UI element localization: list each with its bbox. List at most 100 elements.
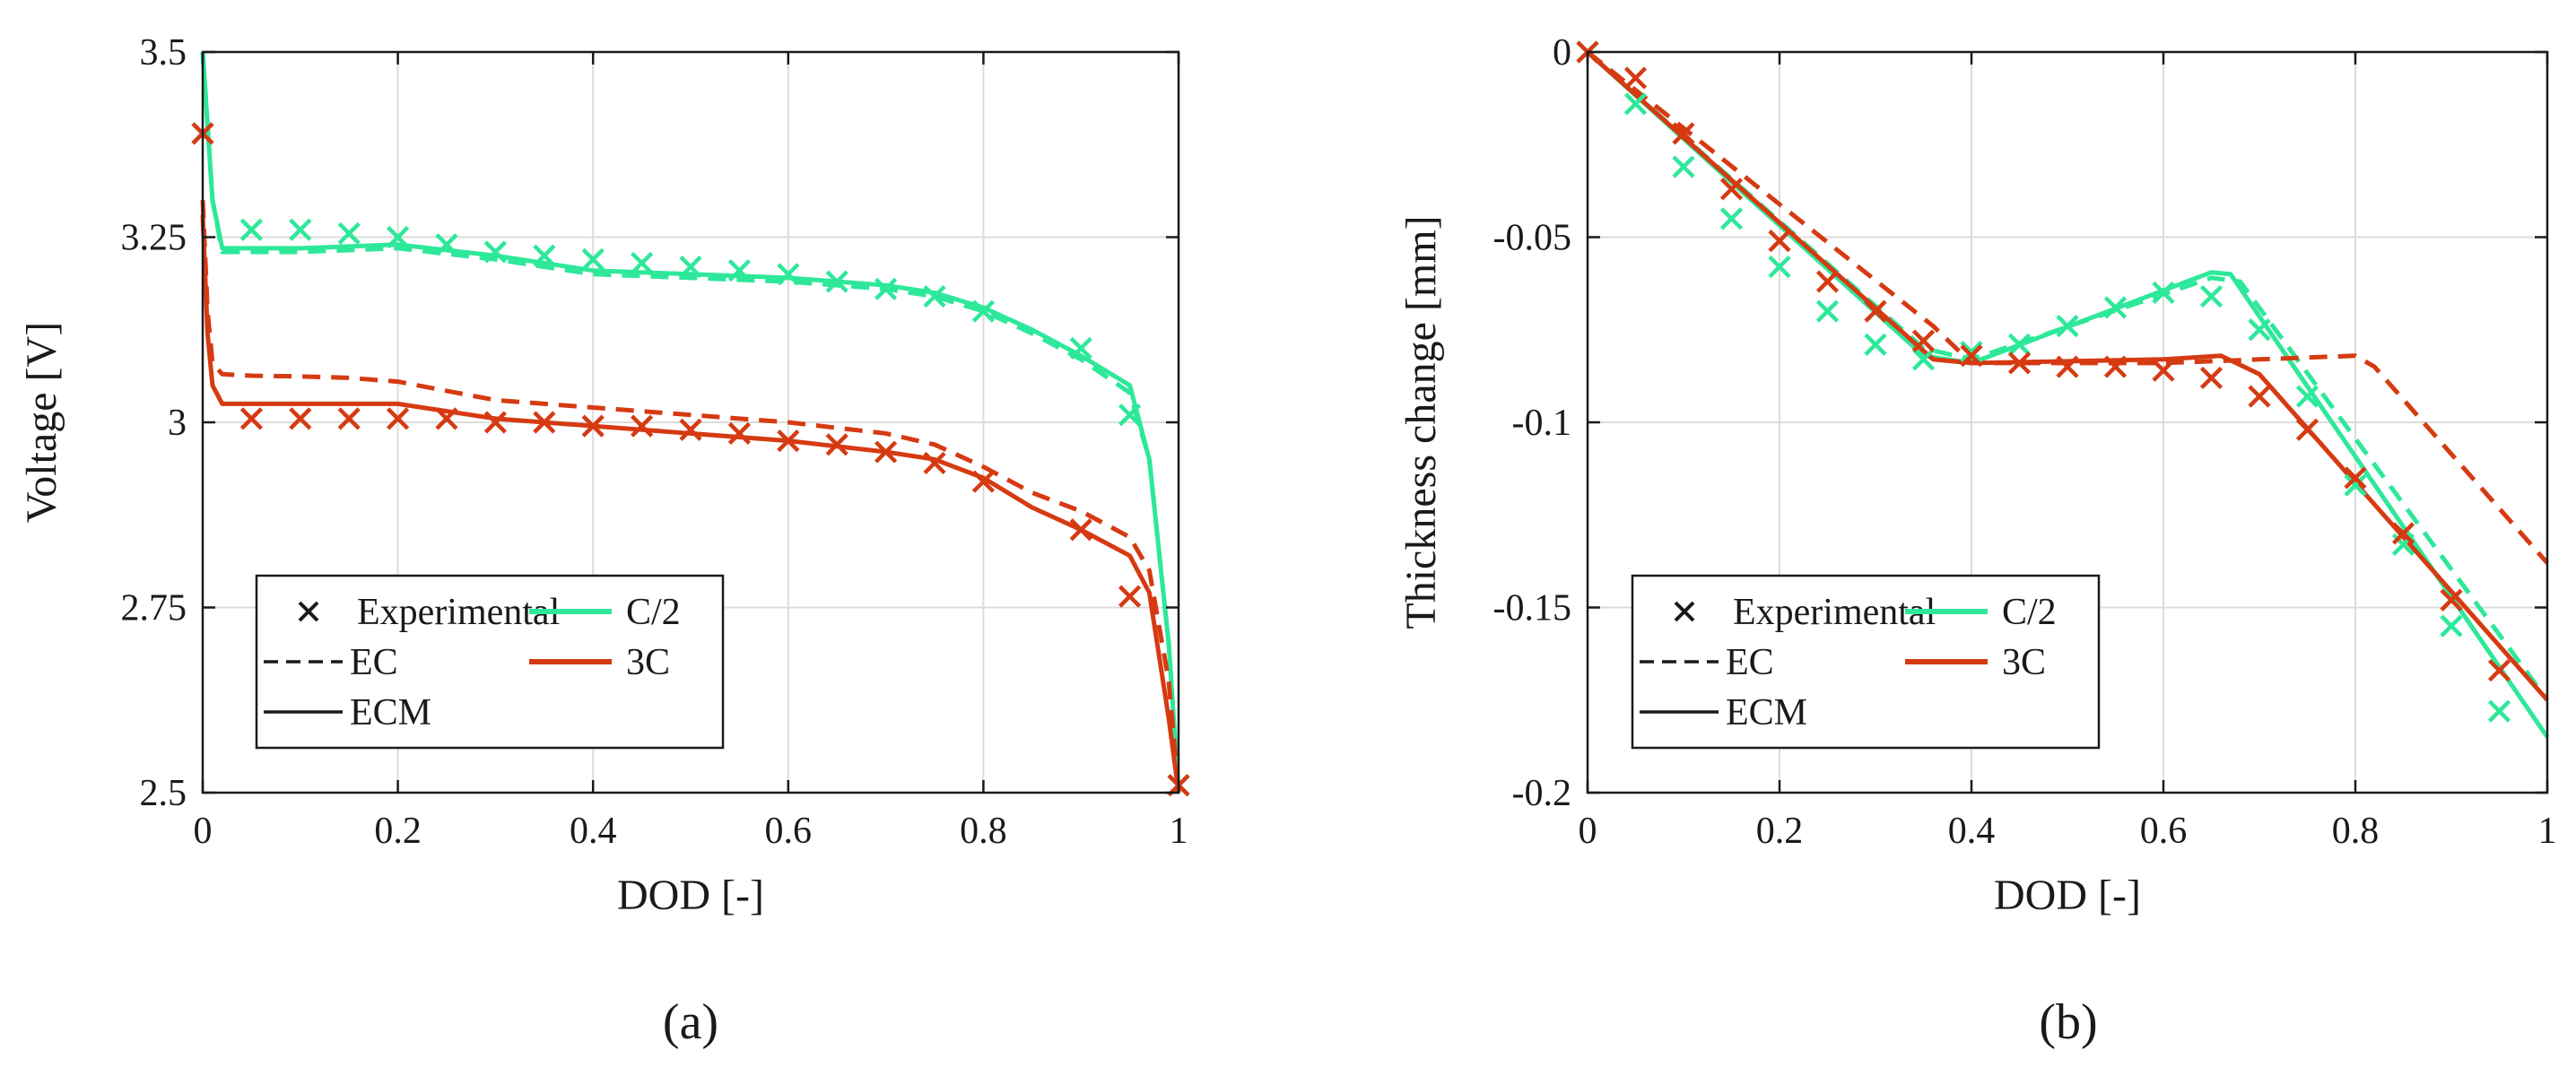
data-point-c2 bbox=[2440, 614, 2463, 638]
data-point-c2 bbox=[2248, 318, 2271, 342]
legend: Experimental EC ECM C/2 3C bbox=[255, 574, 725, 750]
data-point-c2 bbox=[2295, 385, 2319, 408]
data-point-c2 bbox=[923, 284, 946, 308]
data-point-c3 bbox=[923, 451, 946, 475]
data-point-c2 bbox=[679, 255, 702, 279]
data-point-c3 bbox=[875, 440, 898, 464]
y-tick-label: 3 bbox=[168, 403, 187, 444]
data-point-c3 bbox=[777, 430, 800, 453]
data-point-c3 bbox=[1719, 178, 1744, 201]
data-point-c2 bbox=[387, 225, 410, 249]
x-tick-label: 1 bbox=[2538, 811, 2557, 852]
data-point-c3 bbox=[727, 421, 751, 445]
series-line-c3-ecm bbox=[200, 214, 1181, 794]
data-point-c2 bbox=[581, 247, 605, 271]
x-axis-label: DOD [-] bbox=[617, 872, 764, 919]
data-point-c2 bbox=[435, 233, 458, 256]
data-point-c2 bbox=[239, 218, 263, 241]
data-point-c3 bbox=[825, 433, 849, 456]
data-point-c3 bbox=[2295, 418, 2319, 441]
legend-label-ec: EC bbox=[350, 642, 398, 683]
legend-label-experimental: Experimental bbox=[357, 592, 560, 633]
x-tick-label: 0.4 bbox=[570, 811, 617, 852]
data-point-c3 bbox=[2152, 359, 2175, 382]
data-point-c3 bbox=[2199, 366, 2224, 390]
data-point-c2 bbox=[1623, 92, 1648, 116]
y-axis-label: Thickness change [mm] bbox=[1397, 215, 1445, 629]
x-tick-label: 0.4 bbox=[1948, 811, 1996, 852]
x-tick-label: 0 bbox=[1579, 811, 1597, 852]
data-point-c3 bbox=[483, 411, 507, 434]
data-point-c2 bbox=[2056, 315, 2079, 338]
chart-panel-a: 0 0.2 0.4 0.6 0.8 1 2.5 2.75 3 3.25 3.5 DOD [-] Volt… bbox=[18, 32, 1190, 1050]
legend-marker-experimental bbox=[298, 601, 319, 622]
y-tick-label: -0.2 bbox=[1512, 773, 1572, 814]
data-point-c2 bbox=[1864, 333, 1887, 356]
data-point-c3 bbox=[289, 407, 312, 430]
x-tick-label: 0.8 bbox=[960, 811, 1007, 852]
data-point-c2 bbox=[1672, 155, 1695, 178]
data-point-c3 bbox=[971, 470, 995, 493]
series-line-c3-ec bbox=[200, 200, 1181, 794]
data-point-c3 bbox=[1623, 66, 1648, 90]
legend-marker-experimental bbox=[1674, 601, 1695, 622]
data-point-c2 bbox=[533, 244, 556, 267]
data-point-c2 bbox=[727, 259, 751, 282]
legend-label-c2: C/2 bbox=[626, 592, 681, 633]
data-point-c3 bbox=[2391, 522, 2415, 545]
series-line-c3-ecm bbox=[1586, 50, 2549, 702]
data-point-c2 bbox=[2152, 281, 2175, 305]
y-tick-label: -0.15 bbox=[1493, 588, 1572, 629]
x-tick-label: 0.2 bbox=[374, 811, 422, 852]
y-axis-label: Voltage [V] bbox=[18, 322, 65, 523]
x-tick-label: 0.8 bbox=[2332, 811, 2380, 852]
data-point-c2 bbox=[1911, 348, 1936, 371]
data-point-c3 bbox=[1864, 299, 1887, 323]
legend-label-c2: C/2 bbox=[2002, 592, 2057, 633]
x-tick-label: 0.6 bbox=[765, 811, 813, 852]
legend-label-ecm: ECM bbox=[350, 692, 431, 733]
data-point-c2 bbox=[631, 251, 654, 275]
data-point-c3 bbox=[581, 414, 605, 438]
x-tick-label: 0.6 bbox=[2140, 811, 2188, 852]
data-point-c2 bbox=[2487, 699, 2511, 723]
data-point-c2 bbox=[1960, 340, 1983, 364]
data-point-c2 bbox=[1719, 207, 1744, 230]
panel-label: (b) bbox=[2039, 994, 2097, 1050]
y-tick-label: 2.75 bbox=[121, 588, 187, 629]
data-point-c3 bbox=[631, 414, 654, 438]
data-point-c3 bbox=[2103, 355, 2128, 378]
y-tick-label: 3.25 bbox=[121, 218, 187, 259]
data-point-c3 bbox=[1069, 518, 1092, 542]
data-point-c3 bbox=[2440, 588, 2463, 612]
y-tick-label: 3.5 bbox=[140, 32, 187, 74]
x-axis-label: DOD [-] bbox=[1994, 872, 2141, 919]
y-tick-label: -0.1 bbox=[1512, 403, 1572, 444]
data-point-c2 bbox=[289, 218, 312, 241]
data-point-c3 bbox=[2344, 466, 2367, 490]
data-point-c2 bbox=[875, 277, 898, 300]
data-point-c2 bbox=[2199, 284, 2224, 308]
legend-label-c3: 3C bbox=[626, 642, 670, 683]
data-point-c2 bbox=[1118, 404, 1142, 427]
data-point-c3 bbox=[435, 407, 458, 430]
legend-label-ecm: ECM bbox=[1726, 692, 1807, 733]
legend-label-ec: EC bbox=[1726, 642, 1774, 683]
data-point-c2 bbox=[1768, 255, 1791, 279]
data-point-c3 bbox=[337, 407, 361, 430]
data-point-c3 bbox=[2487, 659, 2511, 682]
data-point-c2 bbox=[2103, 296, 2128, 319]
data-point-c2 bbox=[2344, 473, 2367, 497]
y-tick-label: 2.5 bbox=[140, 773, 187, 814]
data-point-c2 bbox=[483, 240, 507, 264]
data-point-c3 bbox=[1911, 329, 1936, 352]
data-point-c3 bbox=[1672, 122, 1695, 145]
data-point-c3 bbox=[2007, 351, 2032, 375]
legend-label-experimental: Experimental bbox=[1733, 592, 1936, 633]
panel-label: (a) bbox=[663, 994, 718, 1050]
legend-label-c3: 3C bbox=[2002, 642, 2046, 683]
legend: Experimental EC ECM C/2 3C bbox=[1631, 574, 2101, 750]
data-point-c3 bbox=[1815, 270, 1840, 293]
data-point-c2 bbox=[825, 270, 849, 293]
data-point-c2 bbox=[2007, 333, 2032, 356]
